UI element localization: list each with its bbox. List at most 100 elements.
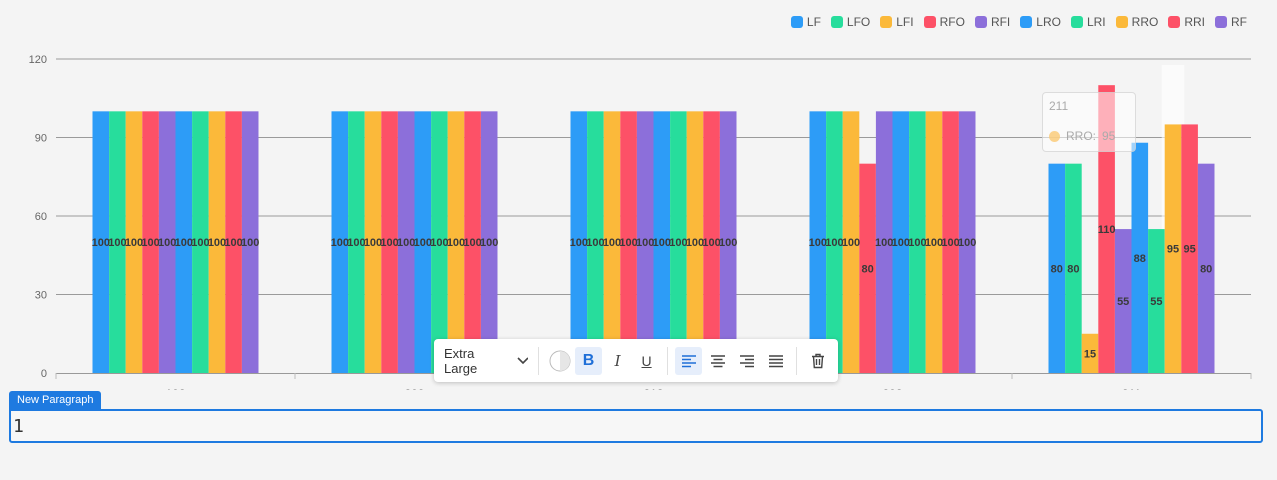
bar-value-label: 100 <box>364 237 382 249</box>
align-justify-button[interactable] <box>762 347 789 375</box>
bar[interactable] <box>364 111 382 373</box>
bar-value-label: 100 <box>669 237 687 249</box>
bar[interactable] <box>892 111 910 373</box>
align-center-button[interactable] <box>704 347 731 375</box>
font-size-select[interactable]: Extra Large <box>440 346 532 376</box>
bar[interactable] <box>942 111 959 373</box>
bar[interactable] <box>158 111 176 373</box>
bar[interactable] <box>958 111 976 373</box>
bar-value-label: 100 <box>430 237 448 249</box>
bar[interactable] <box>670 111 687 373</box>
bar-value-label: 100 <box>331 237 349 249</box>
bar[interactable] <box>1181 124 1198 374</box>
legend-label: RFO <box>939 15 965 29</box>
legend-item[interactable]: LF <box>790 15 821 29</box>
legend-label: LFI <box>896 15 914 29</box>
bar[interactable] <box>125 111 143 373</box>
bar-value-label: 15 <box>1084 348 1096 360</box>
bar[interactable] <box>208 111 226 373</box>
toolbar-divider <box>538 346 540 375</box>
bar[interactable] <box>1148 229 1165 373</box>
bar[interactable] <box>175 111 193 373</box>
legend-item[interactable]: LFO <box>830 15 870 29</box>
bar[interactable] <box>381 111 398 373</box>
italic-button[interactable]: I <box>604 347 631 375</box>
bar[interactable] <box>142 111 159 373</box>
align-left-button[interactable] <box>675 346 703 375</box>
bar[interactable] <box>1065 163 1082 373</box>
bar[interactable] <box>826 111 843 373</box>
bar[interactable] <box>1048 163 1066 373</box>
legend-swatch <box>974 16 987 28</box>
bar[interactable] <box>1114 229 1132 373</box>
bar-value-label: 100 <box>480 237 498 249</box>
color-picker-button[interactable] <box>546 347 573 375</box>
x-tick-label: 209 <box>404 387 424 390</box>
bar-value-label: 100 <box>925 237 943 249</box>
bar[interactable] <box>92 111 110 373</box>
bar-value-label: 100 <box>347 237 365 249</box>
paragraph-input[interactable]: 1 <box>9 409 1263 443</box>
bar[interactable] <box>842 111 860 373</box>
bar[interactable] <box>480 111 498 373</box>
legend-swatch <box>923 16 936 28</box>
bar[interactable] <box>925 111 943 373</box>
legend-label: LF <box>806 15 821 29</box>
legend-swatch <box>1168 16 1181 28</box>
bar-value-label: 100 <box>908 237 926 249</box>
bar[interactable] <box>719 111 737 373</box>
bar[interactable] <box>1164 124 1182 374</box>
bar[interactable] <box>703 111 720 373</box>
align-left-icon <box>681 354 696 367</box>
bar[interactable] <box>809 111 827 373</box>
bar[interactable] <box>192 111 209 373</box>
bar[interactable] <box>414 111 432 373</box>
bar[interactable] <box>686 111 704 373</box>
tooltip-value: 95 <box>1102 129 1116 143</box>
bar[interactable] <box>653 111 671 373</box>
bar-value-label: 95 <box>1183 244 1195 256</box>
bar[interactable] <box>109 111 126 373</box>
underline-button[interactable]: U <box>633 347 660 375</box>
bar[interactable] <box>620 111 637 373</box>
tooltip-series-dot <box>1049 130 1060 142</box>
bar-value-label: 100 <box>175 237 193 249</box>
bar[interactable] <box>909 111 926 373</box>
align-right-button[interactable] <box>733 347 760 375</box>
delete-button[interactable] <box>804 347 831 375</box>
legend-item[interactable]: RF <box>1215 15 1247 29</box>
bar[interactable] <box>1098 85 1115 374</box>
bar[interactable] <box>431 111 448 373</box>
bar[interactable] <box>875 111 893 373</box>
bar[interactable] <box>636 111 654 373</box>
bar[interactable] <box>225 111 242 373</box>
legend-item[interactable]: RRO <box>1115 15 1158 29</box>
legend-item[interactable]: RFO <box>923 15 965 29</box>
bar[interactable] <box>587 111 604 373</box>
bar[interactable] <box>603 111 621 373</box>
bar-value-label: 55 <box>1117 296 1129 308</box>
bar[interactable] <box>570 111 588 373</box>
bar-value-label: 100 <box>702 237 720 249</box>
legend-item[interactable]: LFI <box>880 15 914 29</box>
legend-item[interactable]: RRI <box>1168 15 1205 29</box>
legend-item[interactable]: LRO <box>1020 15 1061 29</box>
bar-value-label: 100 <box>636 237 654 249</box>
bar[interactable] <box>1197 163 1215 373</box>
bar[interactable] <box>241 111 259 373</box>
bar[interactable] <box>1131 142 1149 373</box>
legend-item[interactable]: RFI <box>974 15 1010 29</box>
bar[interactable] <box>859 163 876 373</box>
bar[interactable] <box>1081 333 1099 373</box>
legend-item[interactable]: LRI <box>1070 15 1106 29</box>
bar[interactable] <box>397 111 415 373</box>
bar-value-label: 95 <box>1167 244 1179 256</box>
bar[interactable] <box>348 111 365 373</box>
bar[interactable] <box>464 111 481 373</box>
bold-button[interactable]: B <box>575 346 603 375</box>
bar[interactable] <box>447 111 465 373</box>
bar[interactable] <box>331 111 349 373</box>
legend-label: RRI <box>1184 15 1205 29</box>
align-justify-icon <box>768 354 783 367</box>
bar-value-label: 100 <box>941 237 959 249</box>
